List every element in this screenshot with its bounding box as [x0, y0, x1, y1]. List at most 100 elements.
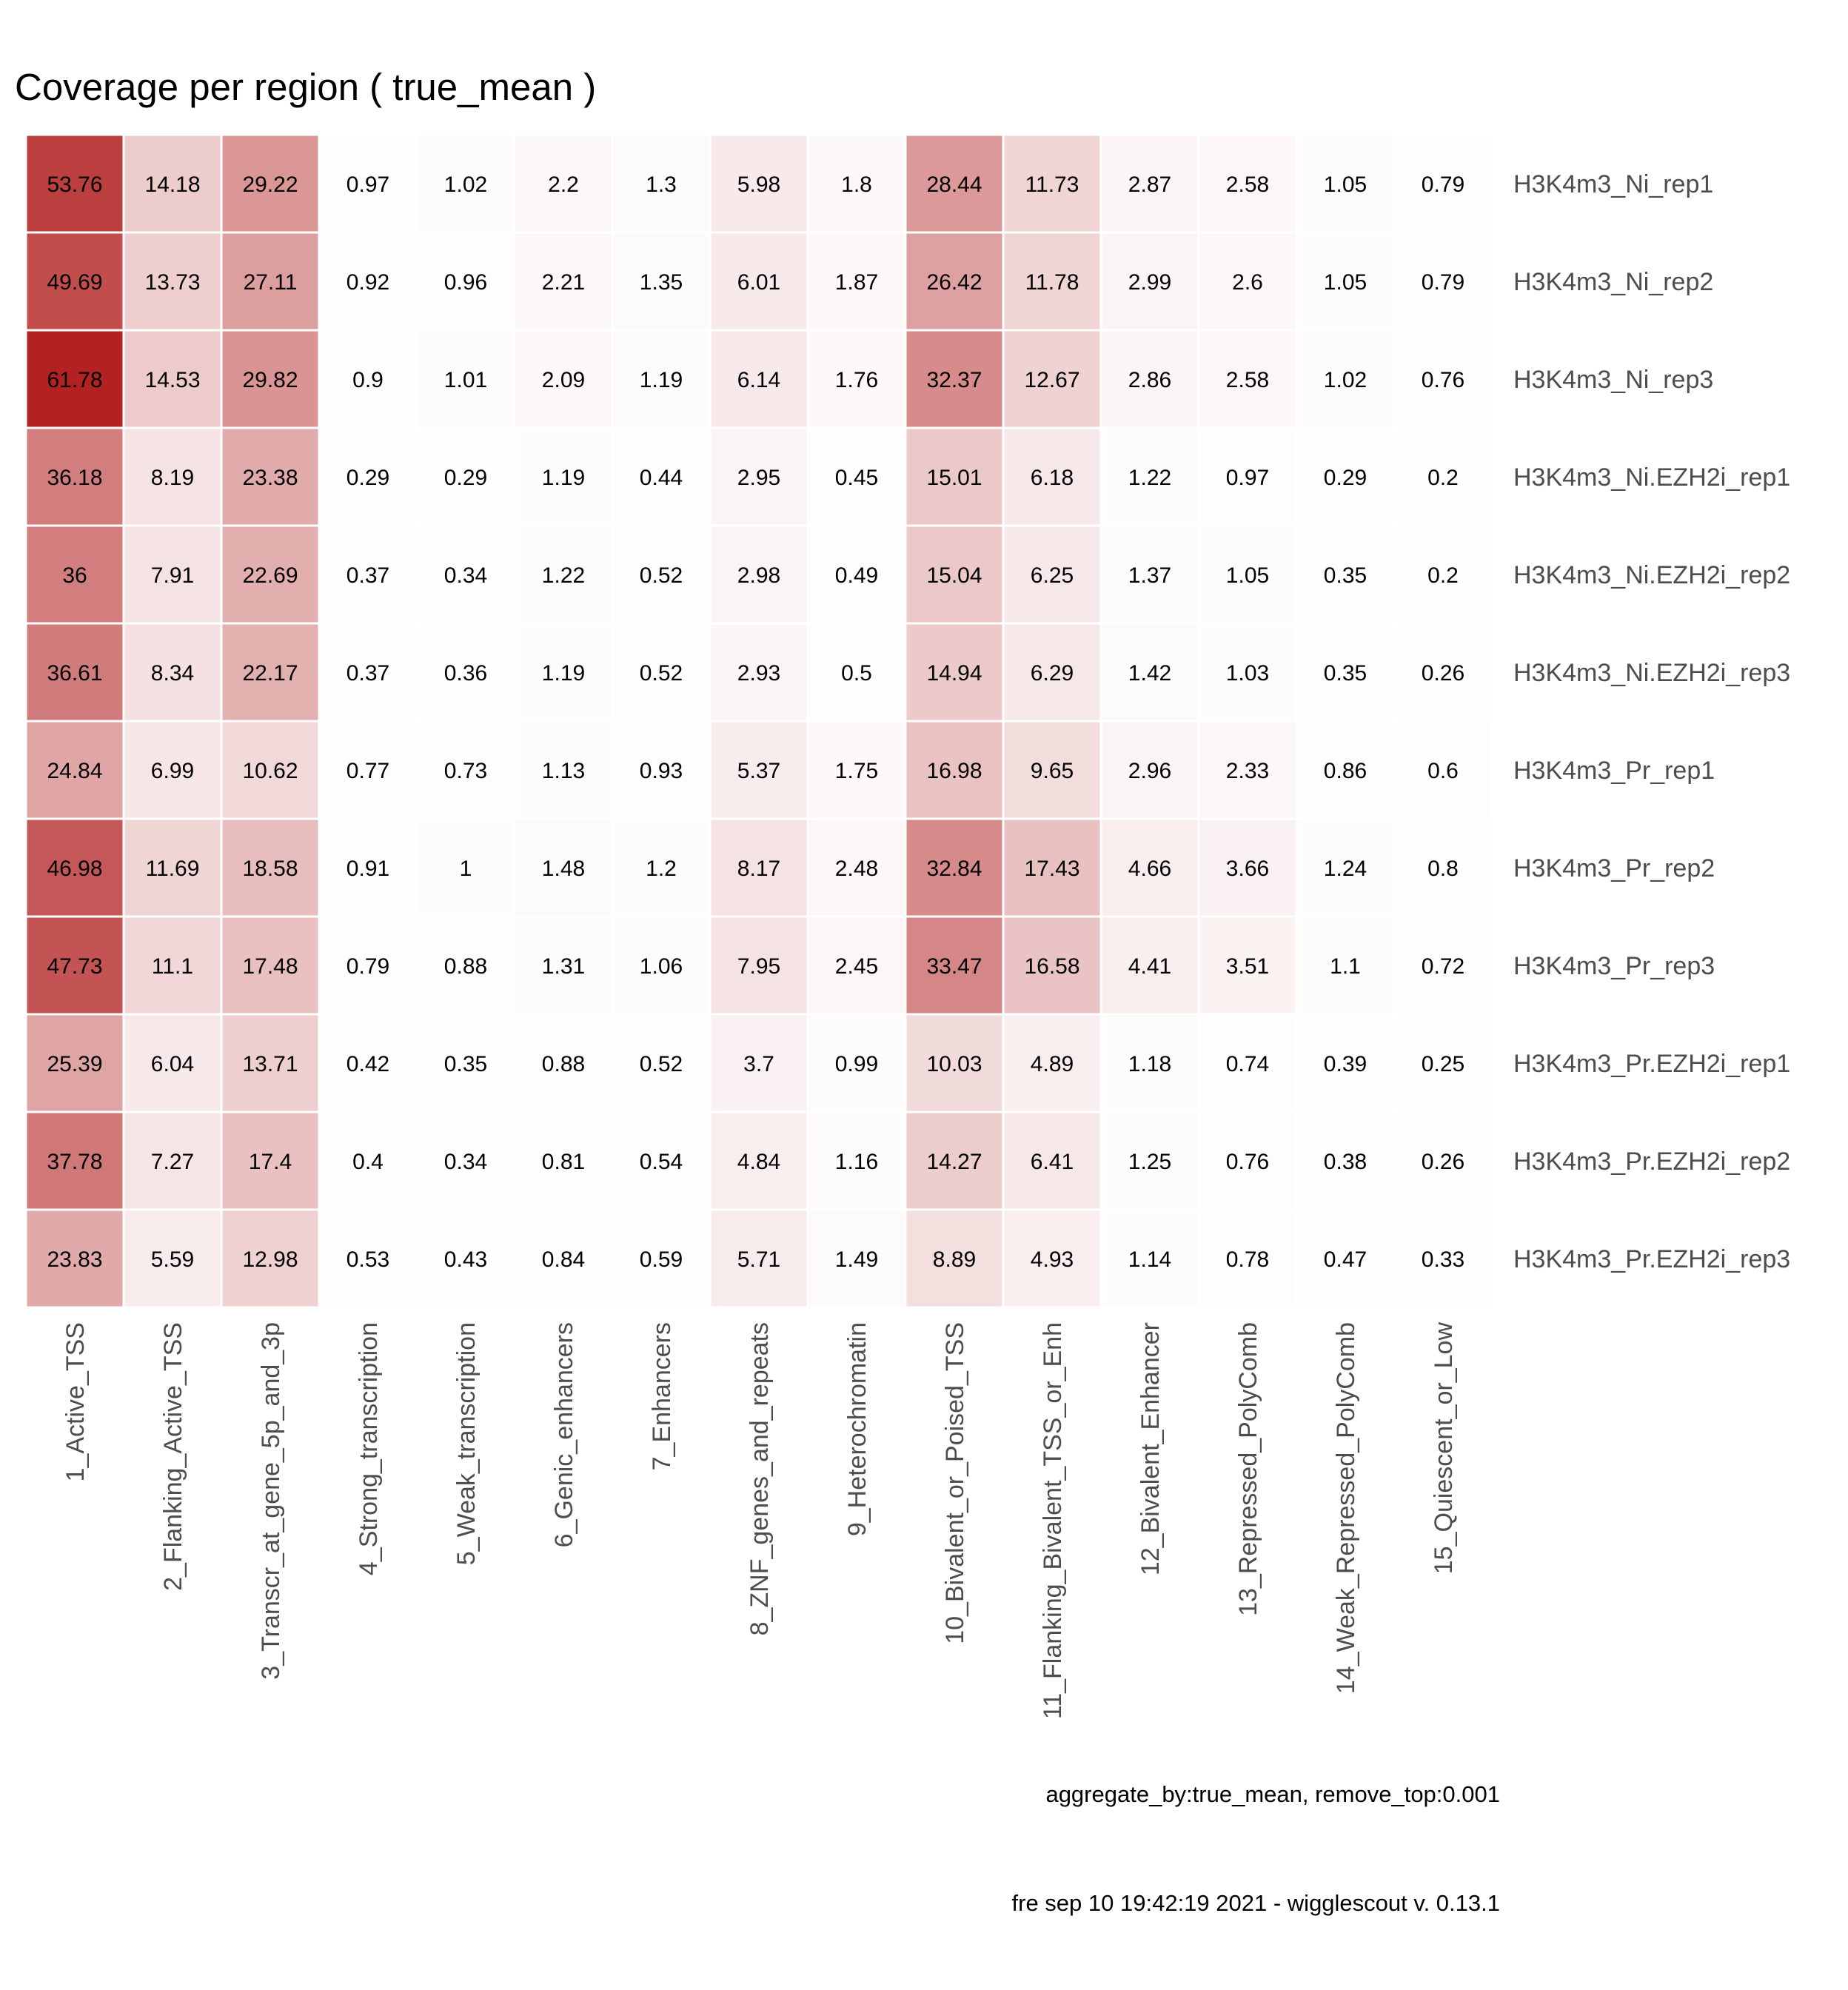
- cell-value-label: 0.52: [640, 661, 683, 686]
- cell-value-label: 0.52: [640, 563, 683, 588]
- cell-value-label: 15.01: [926, 466, 982, 490]
- heatmap-cell: [808, 1113, 905, 1209]
- heatmap-cell: [1199, 429, 1296, 525]
- heatmap-cell: [1297, 917, 1393, 1014]
- cell-value-label: 8.34: [151, 661, 194, 686]
- cell-value-label: 0.43: [444, 1247, 487, 1272]
- cell-value-label: 0.99: [835, 1052, 878, 1076]
- column-label: 5_Weak_transcription: [452, 1322, 481, 1565]
- column-label: 10_Bivalent_or_Poised_TSS: [941, 1322, 969, 1644]
- heatmap-cell: [320, 624, 416, 720]
- cell-value-label: 1.49: [835, 1247, 878, 1272]
- cell-value-label: 6.99: [151, 759, 194, 783]
- column-labels: 1_Active_TSS 2_Flanking_Active_TSS 3_Trans…: [61, 1322, 1458, 1720]
- heatmap-cell: [1395, 722, 1491, 818]
- heatmap-cell: [808, 429, 905, 525]
- heatmap-cell: [222, 1015, 318, 1111]
- heatmap-cell: [515, 331, 612, 427]
- heatmap-cell: [320, 917, 416, 1014]
- cell-value-label: 7.95: [737, 954, 780, 979]
- cell-value-label: 26.42: [926, 270, 982, 295]
- heatmap-cell: [711, 820, 807, 916]
- cell-value-label: 3.7: [743, 1052, 774, 1076]
- heatmap-cell: [711, 722, 807, 818]
- cell-value-label: 14.27: [926, 1150, 982, 1174]
- row-label: H3K4m3_Pr.EZH2i_rep1: [1513, 1050, 1790, 1078]
- cell-value-label: 1.13: [542, 759, 585, 783]
- heatmap-cell: [808, 331, 905, 427]
- cell-value-label: 22.69: [242, 563, 298, 588]
- heatmap-cell: [515, 429, 612, 525]
- cell-value-label: 1.25: [1128, 1150, 1171, 1174]
- cell-value-label: 4.93: [1031, 1247, 1074, 1272]
- cell-value-label: 0.79: [346, 954, 389, 979]
- heatmap-cell: [613, 1210, 709, 1307]
- heatmap-cell: [1395, 1113, 1491, 1209]
- cell-value-label: 0.81: [542, 1150, 585, 1174]
- heatmap-cell: [1199, 1015, 1296, 1111]
- heatmap-cell: [1199, 624, 1296, 720]
- heatmap-cell: [320, 820, 416, 916]
- cell-value-label: 23.83: [47, 1247, 102, 1272]
- cell-value-label: 0.88: [542, 1052, 585, 1076]
- heatmap-cell: [906, 1210, 1002, 1307]
- cell-value-label: 2.99: [1128, 270, 1171, 295]
- cell-value-label: 2.96: [1128, 759, 1171, 783]
- heatmap-cell: [124, 1015, 221, 1111]
- column-label: 1_Active_TSS: [61, 1322, 90, 1481]
- column-label: 13_Repressed_PolyComb: [1234, 1322, 1262, 1616]
- cell-value-label: 15.04: [926, 563, 982, 588]
- heatmap-cell: [613, 1015, 709, 1111]
- row-label: H3K4m3_Ni_rep2: [1513, 268, 1713, 296]
- row-label: H3K4m3_Pr_rep1: [1513, 757, 1715, 785]
- cell-value-label: 2.6: [1232, 270, 1263, 295]
- heatmap-cell: [1297, 526, 1393, 623]
- heatmap-cell: [418, 722, 514, 818]
- heatmap-cell: [1102, 820, 1198, 916]
- cell-value-label: 9.65: [1031, 759, 1074, 783]
- heatmap-cell: [222, 1113, 318, 1209]
- cell-value-label: 0.39: [1324, 1052, 1367, 1076]
- heatmap-cell: [808, 820, 905, 916]
- cell-value-label: 1.05: [1226, 563, 1269, 588]
- cell-value-label: 0.45: [835, 466, 878, 490]
- heatmap-cell: [711, 917, 807, 1014]
- cell-value-label: 1.31: [542, 954, 585, 979]
- cell-value-label: 17.4: [249, 1150, 292, 1174]
- cell-value-label: 0.73: [444, 759, 487, 783]
- cell-value-label: 2.87: [1128, 172, 1171, 197]
- cell-value-label: 0.37: [346, 563, 389, 588]
- heatmap-cell: [418, 1210, 514, 1307]
- cell-value-label: 0.44: [640, 466, 683, 490]
- heatmap-cell: [1297, 429, 1393, 525]
- cell-value-label: 0.47: [1324, 1247, 1367, 1272]
- heatmap-cell: [1297, 135, 1393, 232]
- cell-value-label: 5.59: [151, 1247, 194, 1272]
- cell-value-label: 0.53: [346, 1247, 389, 1272]
- heatmap-cell: [1199, 820, 1296, 916]
- heatmap-cell: [1199, 1113, 1296, 1209]
- cell-value-label: 1.03: [1226, 661, 1269, 686]
- heatmap-cell: [1395, 624, 1491, 720]
- cell-value-label: 47.73: [47, 954, 102, 979]
- cell-value-label: 0.2: [1427, 466, 1459, 490]
- cell-value-label: 36.18: [47, 466, 102, 490]
- heatmap-cell: [1004, 722, 1100, 818]
- cell-value-label: 23.38: [242, 466, 298, 490]
- cell-value-label: 1.87: [835, 270, 878, 295]
- cell-value-label: 1.19: [640, 368, 683, 392]
- cell-value-label: 2.21: [542, 270, 585, 295]
- cell-value-label: 0.35: [1324, 661, 1367, 686]
- heatmap-cell: [1297, 722, 1393, 818]
- heatmap-cell: [1102, 624, 1198, 720]
- column-label: 4_Strong_transcription: [355, 1322, 383, 1575]
- heatmap-cell: [222, 135, 318, 232]
- heatmap-cell: [1395, 820, 1491, 916]
- cell-value-label: 0.36: [444, 661, 487, 686]
- cell-value-label: 3.66: [1226, 857, 1269, 881]
- cell-value-label: 1.37: [1128, 563, 1171, 588]
- heatmap-cell: [1395, 526, 1491, 623]
- row-label: H3K4m3_Ni_rep3: [1513, 366, 1713, 394]
- heatmap-cell: [320, 233, 416, 329]
